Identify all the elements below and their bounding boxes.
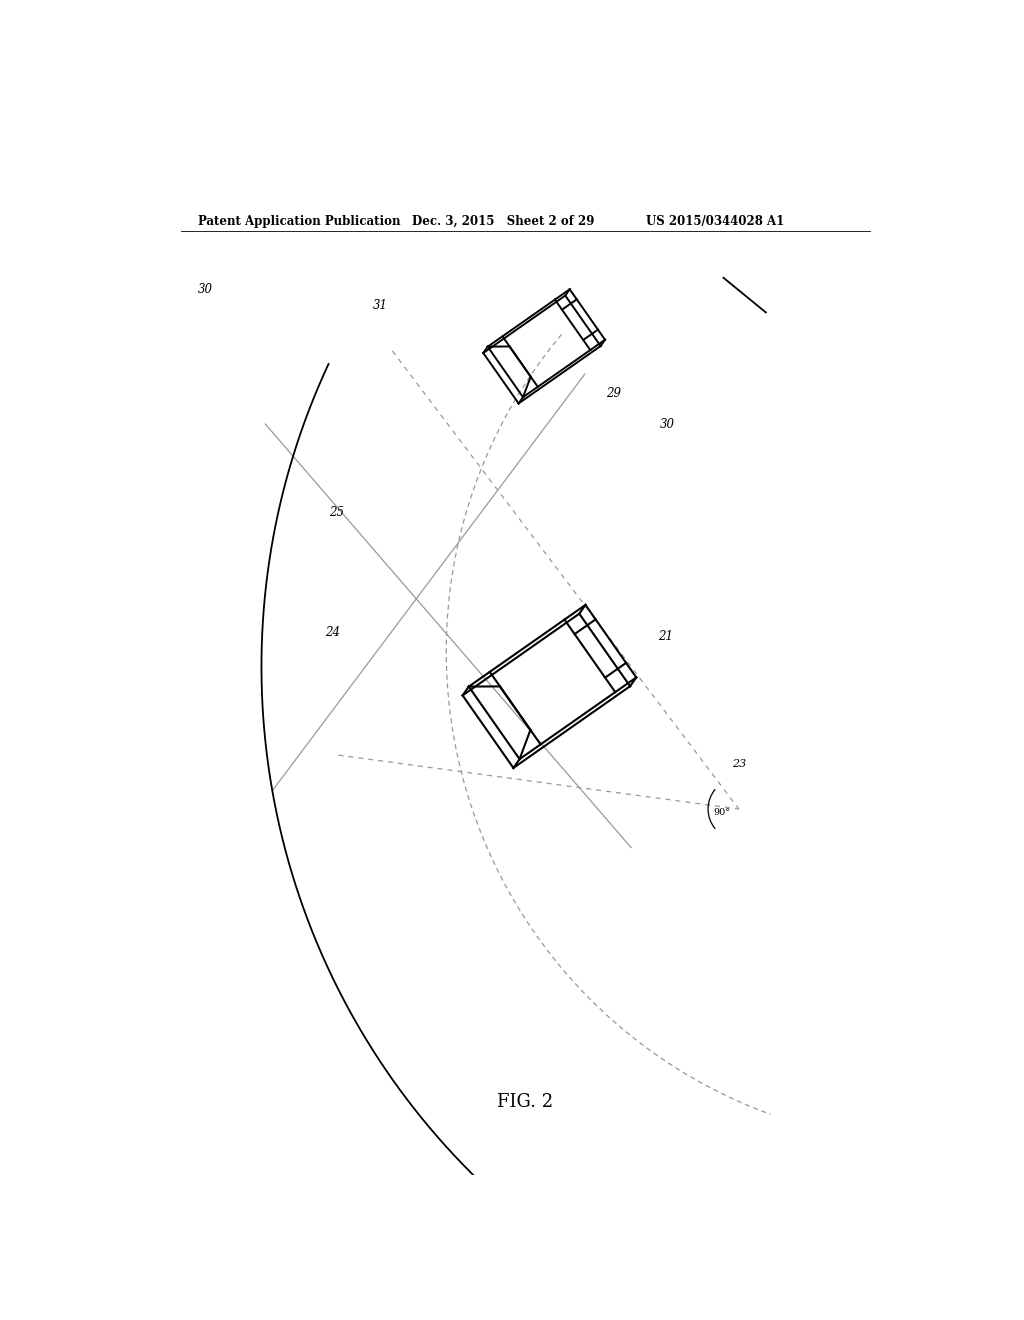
Text: 23: 23 <box>732 759 746 770</box>
Text: 24: 24 <box>325 626 340 639</box>
Text: 29: 29 <box>606 387 622 400</box>
Text: 25: 25 <box>330 507 344 520</box>
Text: 90°: 90° <box>714 808 730 817</box>
Text: US 2015/0344028 A1: US 2015/0344028 A1 <box>646 215 784 228</box>
Text: 31: 31 <box>373 298 388 312</box>
Text: 30: 30 <box>199 284 213 296</box>
Text: 21: 21 <box>658 630 673 643</box>
Text: Dec. 3, 2015   Sheet 2 of 29: Dec. 3, 2015 Sheet 2 of 29 <box>412 215 594 228</box>
Text: FIG. 2: FIG. 2 <box>497 1093 553 1110</box>
Text: Patent Application Publication: Patent Application Publication <box>199 215 400 228</box>
Text: 30: 30 <box>660 418 675 430</box>
